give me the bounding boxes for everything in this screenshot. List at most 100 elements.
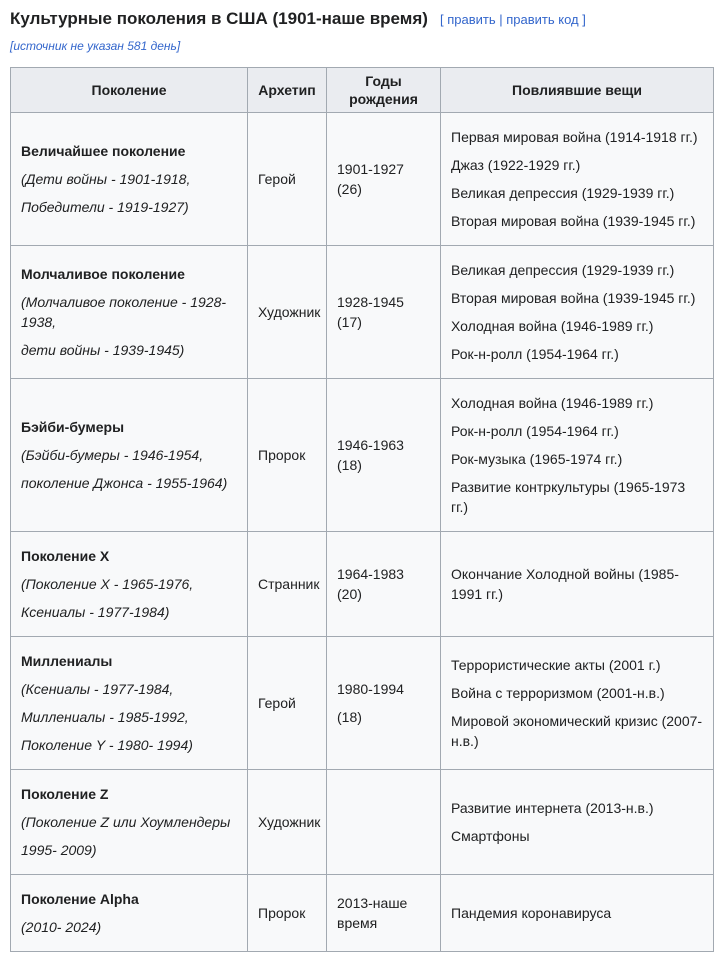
archetype-cell: Герой bbox=[247, 636, 327, 770]
generation-subtitle: (Поколение Z или Хоумлендеры bbox=[21, 814, 231, 830]
citation-needed-link[interactable]: источник не указан 581 день bbox=[13, 39, 177, 53]
influence-item: Рок-н-ролл (1954-1964 гг.) bbox=[451, 423, 619, 439]
influences-cell: Развитие интернета (2013-н.в.) Смартфоны bbox=[440, 769, 714, 875]
influence-item: Вторая мировая война (1939-1945 гг.) bbox=[451, 290, 696, 306]
edit-code-link[interactable]: править код bbox=[506, 12, 579, 27]
influences-cell: Холодная война (1946-1989 гг.) Рок-н-ролл… bbox=[440, 378, 714, 532]
generation-subtitle: Победители - 1919-1927) bbox=[21, 199, 189, 215]
citation-bracket-close: ] bbox=[176, 39, 181, 53]
table-header-row: Поколение Архетип Годы рождения Повлиявшие … bbox=[10, 67, 714, 113]
table-row: Поколение Z (Поколение Z или Хоумлендеры 1… bbox=[10, 769, 714, 875]
edit-section: [ править | править код ] bbox=[440, 12, 586, 27]
influence-item: Великая депрессия (1929-1939 гг.) bbox=[451, 262, 675, 278]
influence-item: Развитие контркультуры (1965-1973 гг.) bbox=[451, 479, 686, 515]
years-label: 1901-1927 (26) bbox=[337, 161, 404, 197]
influences-cell: Окончание Холодной войны (1985-1991 гг.) bbox=[440, 531, 714, 637]
generation-subtitle: (Дети войны - 1901-1918, bbox=[21, 171, 191, 187]
years-label: 1964-1983 (20) bbox=[337, 566, 404, 602]
years-label: (18) bbox=[337, 709, 362, 725]
edit-bracket-close: ] bbox=[582, 12, 586, 27]
influence-item: Вторая мировая война (1939-1945 гг.) bbox=[451, 213, 696, 229]
influence-item: Война с терроризмом (2001-н.в.) bbox=[451, 685, 665, 701]
generations-table: Поколение Архетип Годы рождения Повлиявшие … bbox=[10, 67, 714, 952]
archetype-cell: Пророк bbox=[247, 874, 327, 952]
generation-cell: Поколение X (Поколение X - 1965-1976, Ксен… bbox=[10, 531, 248, 637]
column-header-1: Архетип bbox=[247, 67, 327, 113]
archetype-cell: Художник bbox=[247, 245, 327, 379]
years-cell bbox=[326, 769, 441, 875]
influence-item: Рок-н-ролл (1954-1964 гг.) bbox=[451, 346, 619, 362]
influence-item: Рок-музыка (1965-1974 гг.) bbox=[451, 451, 623, 467]
influence-item: Великая депрессия (1929-1939 гг.) bbox=[451, 185, 675, 201]
years-cell: 1901-1927 (26) bbox=[326, 112, 441, 246]
influence-item: Развитие интернета (2013-н.в.) bbox=[451, 800, 654, 816]
archetype-label: Художник bbox=[258, 814, 321, 830]
influence-item: Пандемия коронавируса bbox=[451, 905, 612, 921]
generation-name: Поколение Z bbox=[21, 786, 109, 802]
generation-name: Бэйби-бумеры bbox=[21, 419, 125, 435]
generation-cell: Бэйби-бумеры (Бэйби-бумеры - 1946-1954, по… bbox=[10, 378, 248, 532]
archetype-label: Художник bbox=[258, 304, 321, 320]
edit-divider: | bbox=[499, 12, 503, 27]
table-row: Величайшее поколение (Дети войны - 1901-1… bbox=[10, 112, 714, 246]
section-heading: Культурные поколения в США (1901-наше вр… bbox=[10, 8, 713, 30]
archetype-label: Герой bbox=[258, 695, 296, 711]
edit-link[interactable]: править bbox=[447, 12, 496, 27]
influences-cell: Террористические акты (2001 г.) Война с т… bbox=[440, 636, 714, 770]
generation-subtitle: (Бэйби-бумеры - 1946-1954, bbox=[21, 447, 204, 463]
edit-bracket-open: [ bbox=[439, 12, 444, 27]
influence-item: Холодная война (1946-1989 гг.) bbox=[451, 318, 654, 334]
page-title: Культурные поколения в США (1901-наше вр… bbox=[10, 9, 428, 28]
years-cell: 1946-1963 (18) bbox=[326, 378, 441, 532]
generation-subtitle: (Молчаливое поколение - 1928-1938, bbox=[21, 294, 227, 330]
generation-subtitle: (Ксениалы - 1977-1984, bbox=[21, 681, 174, 697]
archetype-label: Герой bbox=[258, 171, 296, 187]
influence-item: Джаз (1922-1929 гг.) bbox=[451, 157, 581, 173]
generation-subtitle: поколение Джонса - 1955-1964) bbox=[21, 475, 228, 491]
generation-subtitle: (Поколение X - 1965-1976, bbox=[21, 576, 194, 592]
table-row: Бэйби-бумеры (Бэйби-бумеры - 1946-1954, по… bbox=[10, 378, 714, 532]
influence-item: Смартфоны bbox=[451, 828, 530, 844]
archetype-cell: Герой bbox=[247, 112, 327, 246]
archetype-label: Пророк bbox=[258, 905, 306, 921]
generation-subtitle: Ксениалы - 1977-1984) bbox=[21, 604, 170, 620]
generation-subtitle: 1995- 2009) bbox=[21, 842, 97, 858]
column-header-2: Годы рождения bbox=[326, 67, 441, 113]
generation-name: Величайшее поколение bbox=[21, 143, 186, 159]
influence-item: Первая мировая война (1914-1918 гг.) bbox=[451, 129, 698, 145]
years-label: 1980-1994 bbox=[337, 681, 404, 697]
archetype-cell: Странник bbox=[247, 531, 327, 637]
generation-cell: Величайшее поколение (Дети войны - 1901-1… bbox=[10, 112, 248, 246]
influences-cell: Первая мировая война (1914-1918 гг.) Джаз… bbox=[440, 112, 714, 246]
years-cell: 1964-1983 (20) bbox=[326, 531, 441, 637]
generation-name: Миллениалы bbox=[21, 653, 113, 669]
years-cell: 1928-1945 (17) bbox=[326, 245, 441, 379]
generation-cell: Поколение Alpha (2010- 2024) bbox=[10, 874, 248, 952]
citation-needed: [источник не указан 581 день] bbox=[10, 39, 713, 54]
generation-subtitle: Поколение Y - 1980- 1994) bbox=[21, 737, 193, 753]
generation-name: Поколение X bbox=[21, 548, 110, 564]
archetype-cell: Художник bbox=[247, 769, 327, 875]
influence-item: Холодная война (1946-1989 гг.) bbox=[451, 395, 654, 411]
influences-cell: Великая депрессия (1929-1939 гг.) Вторая … bbox=[440, 245, 714, 379]
years-label: 1946-1963 (18) bbox=[337, 437, 404, 473]
influence-item: Мировой экономический кризис (2007-н.в.) bbox=[451, 713, 703, 749]
generation-cell: Миллениалы (Ксениалы - 1977-1984, Миллениа… bbox=[10, 636, 248, 770]
generation-cell: Поколение Z (Поколение Z или Хоумлендеры 1… bbox=[10, 769, 248, 875]
years-label: 1928-1945 (17) bbox=[337, 294, 404, 330]
generation-subtitle: (2010- 2024) bbox=[21, 919, 102, 935]
influence-item: Окончание Холодной войны (1985-1991 гг.) bbox=[451, 566, 679, 602]
generation-subtitle: Миллениалы - 1985-1992, bbox=[21, 709, 189, 725]
table-row: Миллениалы (Ксениалы - 1977-1984, Миллениа… bbox=[10, 636, 714, 770]
generation-subtitle: дети войны - 1939-1945) bbox=[21, 342, 185, 358]
years-cell: 1980-1994 (18) bbox=[326, 636, 441, 770]
generation-cell: Молчаливое поколение (Молчаливое поколени… bbox=[10, 245, 248, 379]
citation-bracket-open: [ bbox=[10, 39, 14, 53]
table-row: Поколение Alpha (2010- 2024) Пророк 2013-на… bbox=[10, 874, 714, 952]
archetype-cell: Пророк bbox=[247, 378, 327, 532]
generation-name: Поколение Alpha bbox=[21, 891, 139, 907]
influence-item: Террористические акты (2001 г.) bbox=[451, 657, 661, 673]
table-row: Поколение X (Поколение X - 1965-1976, Ксен… bbox=[10, 531, 714, 637]
archetype-label: Странник bbox=[258, 576, 320, 592]
